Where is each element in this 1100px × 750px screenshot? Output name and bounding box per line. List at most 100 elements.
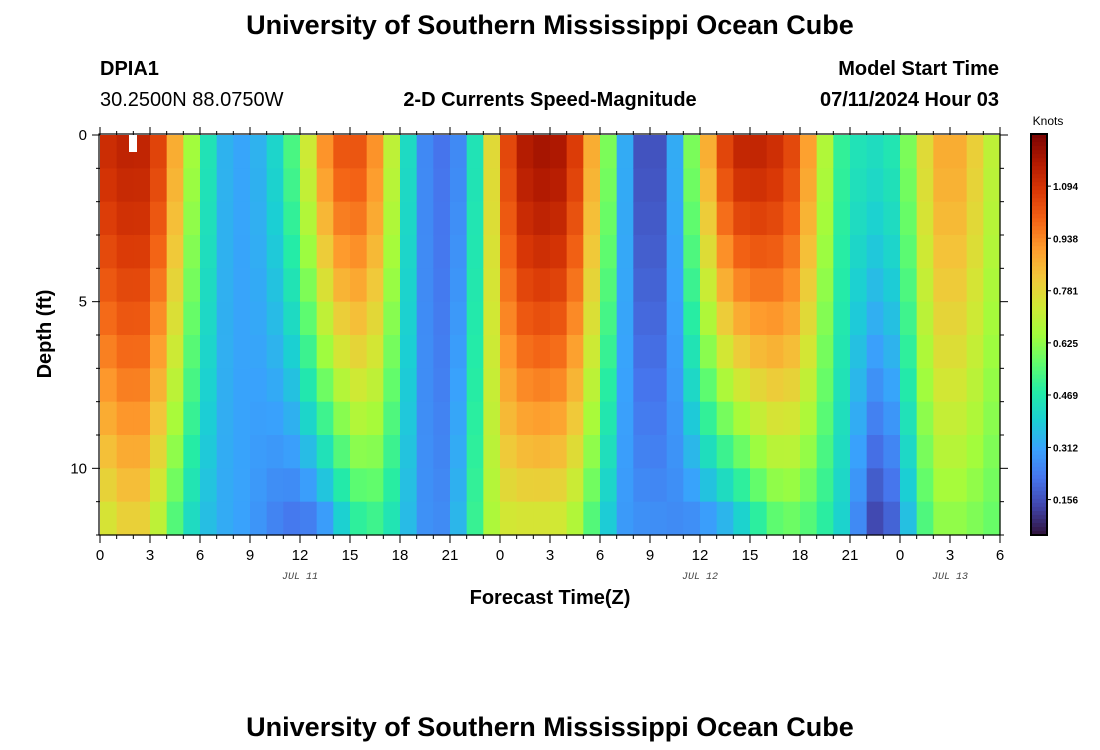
heatmap-cell [666,168,684,203]
heatmap-cell [766,301,784,336]
heatmap-cell [916,368,934,403]
heatmap-cell [316,468,334,503]
heatmap-cell [850,368,868,403]
heatmap-cell [483,501,501,536]
heatmap-cell [383,268,401,303]
colorbar-segment [1031,502,1047,508]
heatmap-cell [733,435,751,469]
heatmap-cell [783,468,801,503]
heatmap-cell [450,168,468,203]
heatmap-cell [400,501,418,536]
heatmap-cell [116,401,134,436]
heatmap-cell [250,468,268,503]
heatmap-cell [750,335,768,369]
heatmap-cell [583,235,601,269]
heatmap-cell [766,168,784,203]
heatmap-cell [300,501,318,536]
heatmap-cell [866,301,884,336]
heatmap-cell [133,435,151,469]
heatmap-cell [666,135,684,169]
heatmap-cell [183,401,201,436]
heatmap-cell [466,468,484,503]
heatmap-cell [300,168,318,203]
heatmap-cell [683,135,701,169]
heatmap-cell [233,168,251,203]
heatmap-cell [866,235,884,269]
heatmap-cell [566,168,584,203]
heatmap-cell [433,501,451,536]
colorbar-segment [1031,458,1047,464]
heatmap-cell [633,401,651,436]
heatmap-cell [716,401,734,436]
heatmap-cell [400,268,418,303]
heatmap-cell [300,135,318,169]
heatmap-cell [583,135,601,169]
heatmap-cell [650,135,668,169]
heatmap-cell [733,468,751,503]
heatmap-cell [516,335,534,369]
heatmap-cell [400,435,418,469]
heatmap-cell [450,401,468,436]
heatmap-cell [366,401,384,436]
heatmap-cell [600,135,618,169]
heatmap-cell [416,501,434,536]
heatmap-cell [100,235,118,269]
colorbar-segment [1031,382,1047,388]
heatmap-cell [750,201,768,236]
heatmap-cell [950,401,968,436]
colorbar-segment [1031,470,1047,476]
heatmap-cell [433,335,451,369]
heatmap-cell [600,201,618,236]
heatmap-cell [333,135,351,169]
heatmap-cell [150,268,168,303]
heatmap-cell [233,501,251,536]
x-tick-label: 9 [246,547,254,564]
heatmap-cell [266,135,284,169]
heatmap-cell [933,435,951,469]
heatmap-cell [333,401,351,436]
heatmap-cell [883,468,901,503]
colorbar-segment [1031,506,1047,512]
heatmap-cell [366,368,384,403]
colorbar-segment [1031,306,1047,311]
heatmap-cell [333,168,351,203]
heatmap-cell [250,268,268,303]
heatmap-cell [650,335,668,369]
heatmap-cell [866,468,884,503]
heatmap-cell [633,301,651,336]
colorbar-segment [1031,318,1047,323]
heatmap-cell [816,235,834,269]
heatmap-cell [766,501,784,536]
date-label: JUL 11 [282,572,318,583]
heatmap-cell [516,168,534,203]
heatmap-cell [133,335,151,369]
heatmap-cell [300,368,318,403]
colorbar-tick-label: 0.938 [1053,234,1078,245]
heatmap-cell [550,168,568,203]
heatmap-cell [216,401,234,436]
heatmap-cell [483,301,501,336]
heatmap-cell [566,301,584,336]
heatmap-cell [800,501,818,536]
y-tick-label: 0 [79,127,87,144]
colorbar-segment [1031,406,1047,412]
heatmap-cell [133,368,151,403]
colorbar-segment [1031,474,1047,480]
heatmap-cell [616,201,634,236]
heatmap-cell [966,368,984,403]
colorbar-segment [1031,518,1047,524]
heatmap-cell [333,468,351,503]
heatmap-cell [850,168,868,203]
heatmap-cell [700,301,718,336]
heatmap-cell [833,501,851,536]
heatmap-cell [950,135,968,169]
colorbar-segment [1031,510,1047,516]
heatmap-cell [650,401,668,436]
colorbar-unit: Knots [1033,114,1064,128]
heatmap-cell [816,301,834,336]
heatmap-cell [433,468,451,503]
heatmap-cell [783,201,801,236]
heatmap-cell [366,468,384,503]
heatmap-cell [900,135,918,169]
